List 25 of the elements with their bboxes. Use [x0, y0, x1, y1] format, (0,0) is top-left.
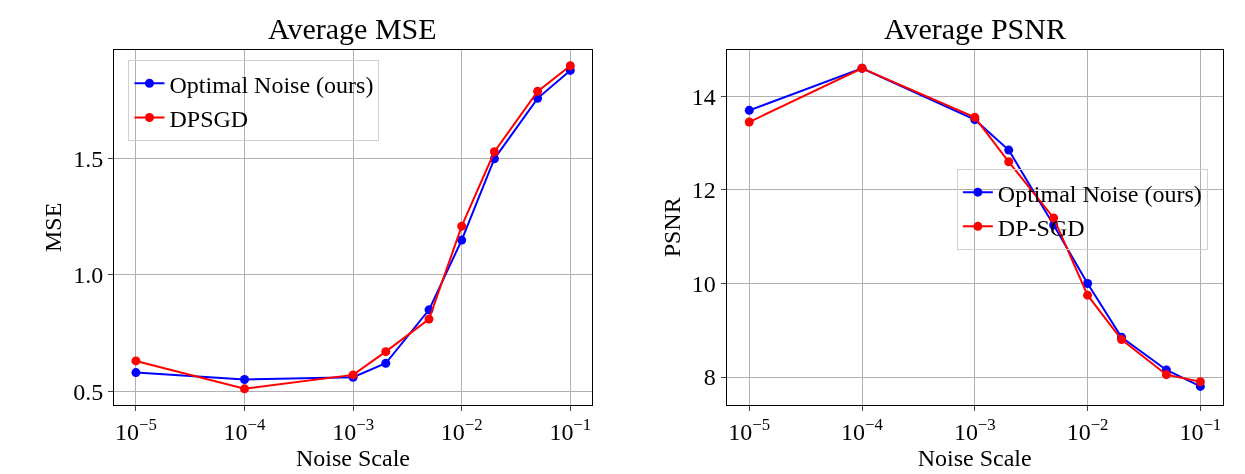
y-tick-label: 0.5: [73, 378, 104, 405]
x-tick-label: 10$^{−5}$: [728, 414, 771, 445]
x-tick-label: 10$^{−4}$: [223, 414, 267, 445]
x-tick-label: 10$^{−1}$: [549, 414, 592, 445]
y-tick-label: 14: [691, 83, 716, 110]
x-axis-title: Noise Scale: [296, 444, 410, 471]
x-tick-label: 10$^{−4}$: [841, 414, 884, 445]
y-axis-title: PSNR: [658, 197, 685, 258]
y-tick-label: 10: [691, 270, 716, 297]
chart-title: Average MSE: [268, 12, 437, 45]
y-axis-title: MSE: [40, 202, 67, 252]
x-tick-label: 10$^{−2}$: [440, 414, 483, 445]
x-tick-label: 10$^{−2}$: [1066, 414, 1109, 445]
x-axis-title: Noise Scale: [917, 444, 1032, 471]
legend-label: DPSGD: [169, 105, 249, 132]
y-tick-label: 1.5: [73, 146, 104, 173]
y-tick-label: 1.0: [73, 262, 104, 289]
legend-label: Optimal Noise (ours): [169, 71, 374, 98]
y-tick-label: 8: [703, 364, 716, 391]
x-tick-label: 10$^{−3}$: [332, 414, 375, 445]
chart-title: Average PSNR: [884, 12, 1066, 45]
y-tick-label: 12: [691, 177, 716, 204]
x-tick-label: 10$^{−3}$: [953, 414, 996, 445]
x-tick-label: 10$^{−1}$: [1179, 414, 1222, 445]
x-tick-label: 10$^{−5}$: [114, 414, 157, 445]
